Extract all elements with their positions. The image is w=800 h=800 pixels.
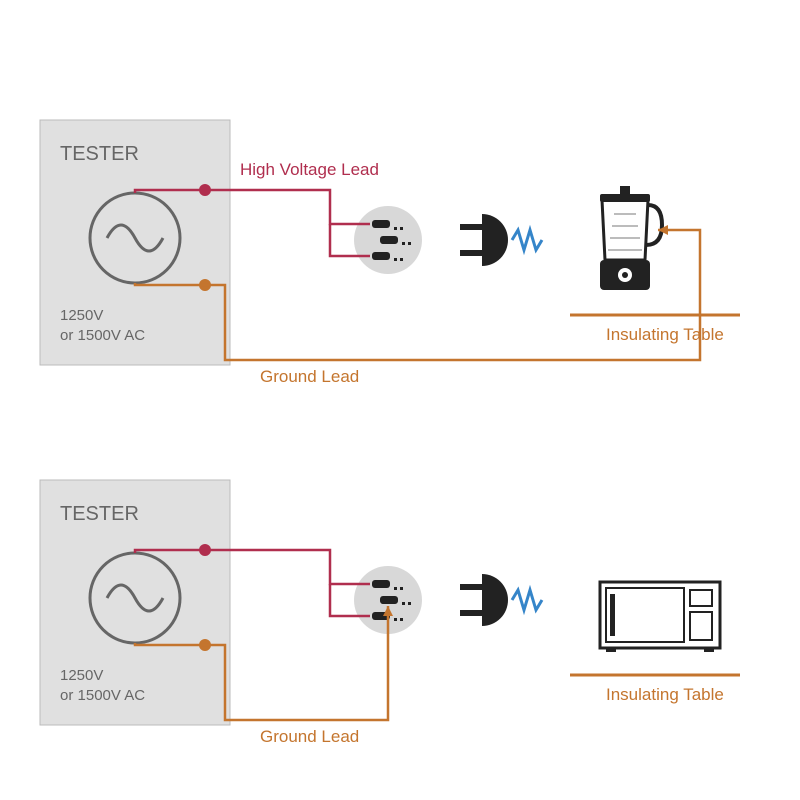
tester-label: TESTER bbox=[60, 503, 139, 525]
voltage-line1: 1250V bbox=[60, 307, 103, 324]
insulating-table-label: Insulating Table bbox=[606, 325, 724, 344]
diagram-top: TESTER 1250V or 1500V AC High Voltage Lead I… bbox=[40, 120, 740, 386]
voltage-line2: or 1500V AC bbox=[60, 687, 145, 704]
voltage-line1: 1250V bbox=[60, 667, 103, 684]
wiring-diagram: TESTER 1250V or 1500V AC High Voltage Lead I… bbox=[0, 0, 800, 800]
diagram-bottom: TESTER 1250V or 1500V AC Insulating Table Gr… bbox=[40, 480, 740, 746]
ground-lead-label: Ground Lead bbox=[260, 727, 359, 746]
ground-lead-label: Ground Lead bbox=[260, 367, 359, 386]
voltage-line2: or 1500V AC bbox=[60, 327, 145, 344]
insulating-table-label: Insulating Table bbox=[606, 685, 724, 704]
hv-lead-label: High Voltage Lead bbox=[240, 160, 379, 179]
tester-label: TESTER bbox=[60, 143, 139, 165]
ground-lead-wire bbox=[205, 606, 388, 720]
